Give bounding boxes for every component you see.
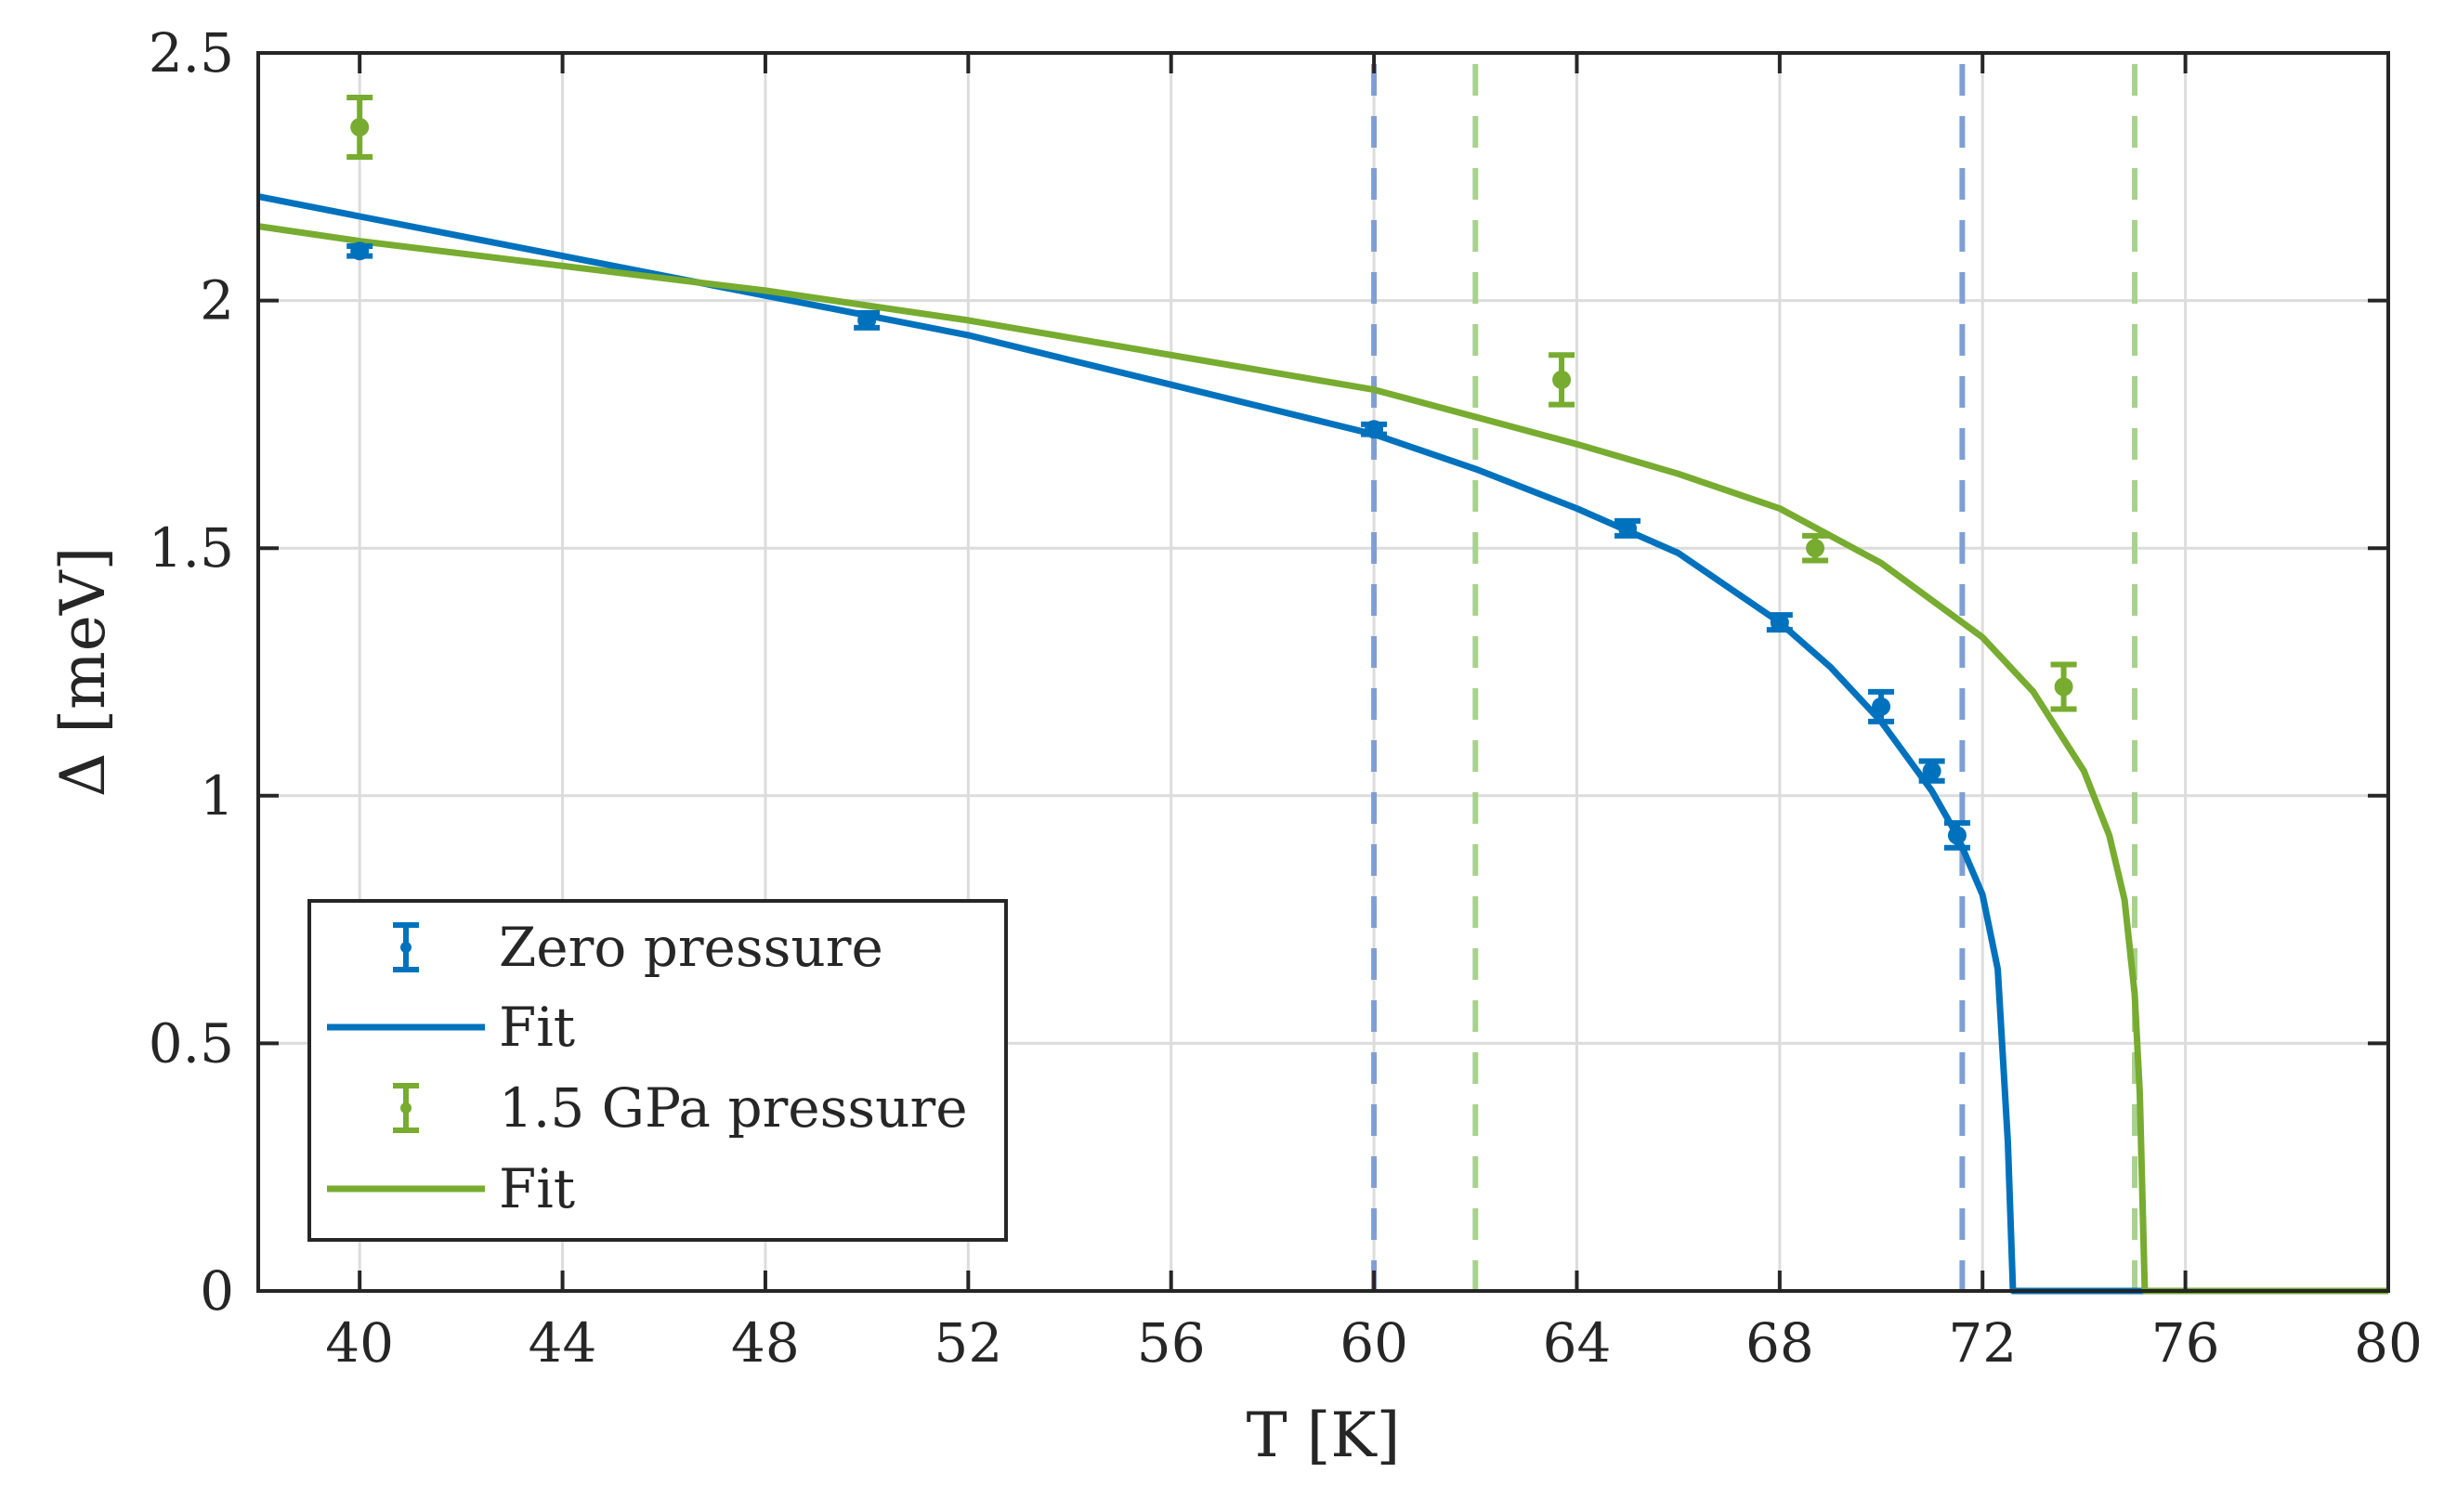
y-tick-label: 1.5 bbox=[149, 516, 234, 580]
x-tick-label: 68 bbox=[1745, 1311, 1814, 1375]
x-tick-label: 52 bbox=[934, 1311, 1002, 1375]
legend-dot bbox=[400, 942, 412, 953]
x-tick-label: 64 bbox=[1543, 1311, 1612, 1375]
legend-label: Fit bbox=[499, 996, 575, 1059]
x-tick-label: 72 bbox=[1948, 1311, 2017, 1375]
data-point bbox=[1947, 826, 1967, 845]
x-tick-label: 80 bbox=[2354, 1311, 2423, 1375]
y-axis-label: Δ [meV] bbox=[47, 547, 119, 797]
data-point bbox=[1618, 518, 1638, 538]
fit-curves bbox=[257, 193, 2388, 1295]
axes-box bbox=[256, 51, 2390, 1293]
data-point bbox=[1872, 697, 1891, 716]
x-tick-label: 40 bbox=[325, 1311, 394, 1375]
x-axis-label: T [K] bbox=[1247, 1400, 1401, 1471]
y-tick-label: 0.5 bbox=[149, 1011, 234, 1075]
legend-dot bbox=[400, 1102, 412, 1114]
axis-ticks: 40 44 48 52 56 60 64 68 72 76 80 0 0.5 1 1.5 2 2.5 bbox=[149, 21, 2423, 1375]
data-point bbox=[1922, 762, 1941, 781]
y-tick-label: 2 bbox=[200, 269, 234, 332]
data-point bbox=[857, 310, 877, 330]
y-tick-label: 2.5 bbox=[149, 21, 234, 85]
data-point bbox=[350, 241, 370, 261]
x-tick-label: 56 bbox=[1137, 1311, 1206, 1375]
data-point bbox=[350, 117, 370, 137]
y-tick-label: 0 bbox=[200, 1259, 234, 1323]
x-tick-label: 44 bbox=[529, 1311, 597, 1375]
legend-label: Zero pressure bbox=[499, 916, 883, 979]
data-point bbox=[1365, 420, 1384, 439]
legend-label: 1.5 GPa pressure bbox=[499, 1076, 968, 1140]
fit-line-series-3 bbox=[257, 223, 2388, 1295]
legend-label: Fit bbox=[499, 1157, 575, 1220]
y-tick-label: 1 bbox=[200, 764, 234, 828]
legend-box bbox=[307, 899, 1008, 1242]
data-point bbox=[1552, 370, 1572, 389]
x-tick-label: 60 bbox=[1340, 1311, 1408, 1375]
x-tick-label: 76 bbox=[2151, 1311, 2220, 1375]
data-point bbox=[2054, 677, 2073, 697]
data-points bbox=[346, 94, 2077, 851]
x-tick-label: 48 bbox=[731, 1311, 800, 1375]
data-point bbox=[1770, 613, 1789, 632]
data-point bbox=[1806, 539, 1825, 558]
legend: Zero pressure Fit 1.5 GPa pressure Fit bbox=[307, 899, 1008, 1242]
